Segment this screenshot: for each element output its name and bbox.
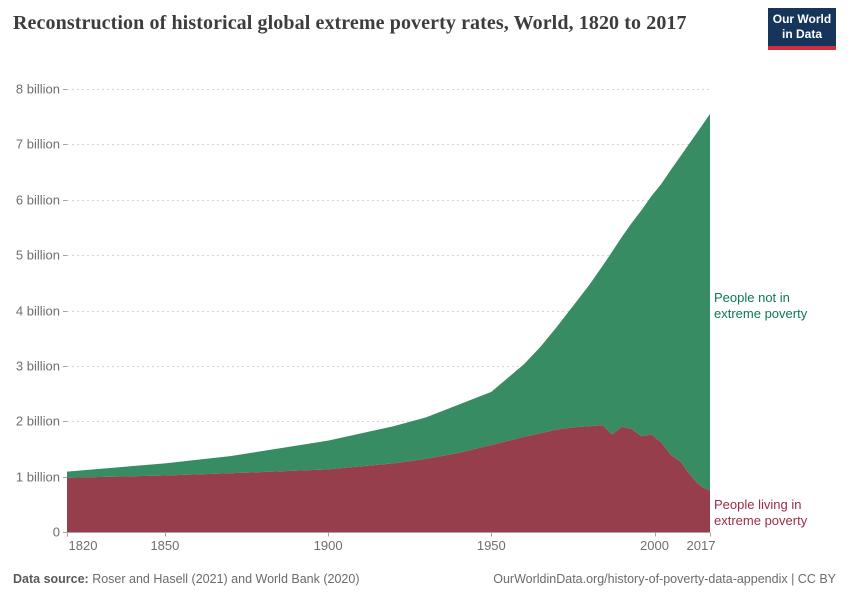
y-tick-label-1: 1 billion <box>15 469 60 485</box>
footer-datasource-text: Roser and Hasell (2021) and World Bank (… <box>88 572 360 586</box>
series-label-not-in-extreme-poverty: People not in extreme poverty <box>714 290 808 322</box>
y-tick-label-7: 7 billion <box>15 136 60 152</box>
x-tick-label-2017: 2017 <box>686 538 716 553</box>
owid-logo-line1: Our World <box>772 12 832 26</box>
area-living-in-extreme-poverty[interactable] <box>67 425 710 532</box>
series-label-living-in-extreme-poverty: People living in extreme poverty <box>714 497 808 529</box>
y-tick-label-8: 8 billion <box>15 81 60 97</box>
x-tick-label-2000: 2000 <box>640 538 669 553</box>
owid-logo-line2: in Data <box>781 27 822 41</box>
footer-citation-link[interactable]: OurWorldinData.org/history-of-poverty-da… <box>493 572 836 586</box>
y-tick-label-2: 2 billion <box>15 413 60 429</box>
y-tick-label-3: 3 billion <box>15 358 60 374</box>
y-tick-label-0: 0 <box>52 524 60 540</box>
chart-footer: Data source: Roser and Hasell (2021) and… <box>0 566 850 600</box>
y-tick-label-6: 6 billion <box>15 192 60 208</box>
chart-title: Reconstruction of historical global extr… <box>13 12 687 34</box>
x-tick-label-1900: 1900 <box>313 538 343 553</box>
y-tick-label-5: 5 billion <box>15 247 60 263</box>
footer-datasource: Data source: Roser and Hasell (2021) and… <box>13 572 359 600</box>
x-tick-label-1850: 1850 <box>150 538 180 553</box>
x-tick-label-1950: 1950 <box>476 538 506 553</box>
owid-logo-stripe <box>768 46 836 50</box>
x-tick-label-1820: 1820 <box>68 538 98 553</box>
area-not-in-extreme-poverty[interactable] <box>67 113 710 491</box>
footer-datasource-label: Data source: <box>13 572 89 586</box>
owid-logo-box: Our World in Data <box>768 8 836 46</box>
owid-logo[interactable]: Our World in Data <box>768 8 836 50</box>
y-tick-label-4: 4 billion <box>15 303 60 318</box>
